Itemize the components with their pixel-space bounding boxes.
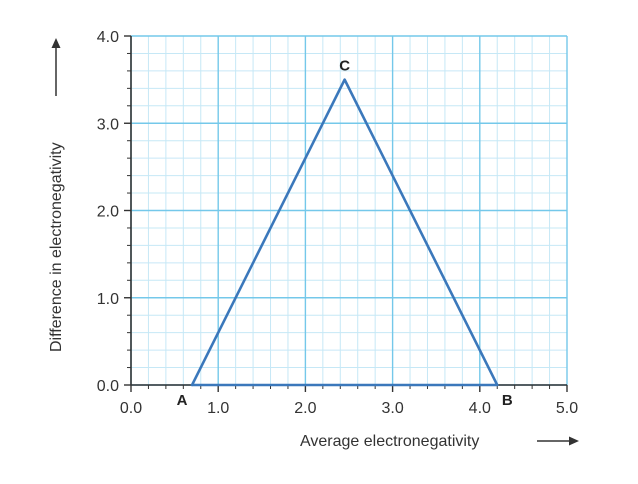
x-tick-label: 0.0 [120,400,142,417]
x-axis-arrow-icon [537,436,579,446]
vertex-label-a: A [177,392,188,409]
y-ticks: 0.0 1.0 2.0 3.0 4.0 [97,29,131,395]
y-axis-title: Difference in electronegativity [48,142,65,352]
y-tick-label: 2.0 [97,204,119,221]
x-tick-label: 3.0 [381,400,403,417]
vertex-label-b: B [502,392,513,409]
annotation-layer: A B C [177,58,513,409]
x-tick-label: 2.0 [294,400,316,417]
x-axis-title: Average electronegativity [300,433,479,450]
vertex-label-c: C [339,58,350,75]
x-tick-label: 1.0 [207,400,229,417]
y-tick-label: 0.0 [97,378,119,395]
y-tick-label: 4.0 [97,29,119,46]
series-layer [190,78,499,387]
y-tick-label: 1.0 [97,291,119,308]
x-tick-label: 4.0 [469,400,491,417]
y-tick-label: 3.0 [97,116,119,133]
x-tick-label: 5.0 [556,400,578,417]
triangle-series-line [190,78,499,387]
y-axis-arrow-icon [51,38,61,96]
x-ticks: 0.0 1.0 2.0 3.0 4.0 5.0 [120,385,578,417]
